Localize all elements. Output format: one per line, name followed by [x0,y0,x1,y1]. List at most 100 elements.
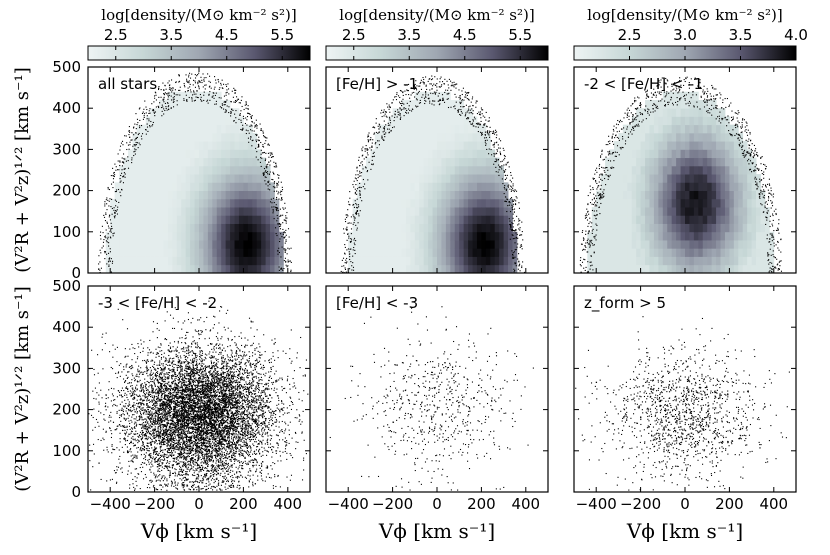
data-point [347,233,349,235]
data-point [630,105,632,107]
heat-cell [428,116,433,126]
data-point [443,83,445,85]
heat-cell [190,124,195,134]
data-point [152,124,154,126]
data-point [518,253,520,255]
heat-cell [490,207,496,216]
data-point [432,92,434,95]
heat-cell [397,223,402,233]
heat-cell [671,248,677,257]
data-point [660,79,662,81]
heat-cell [159,116,164,126]
data-point [257,144,259,146]
heat-cell [508,240,513,249]
data-point [176,100,178,102]
data-point [435,91,437,93]
heat-cell [472,215,478,224]
data-point [425,76,427,78]
data-point [389,106,391,108]
data-point [164,102,166,105]
data-point [348,203,350,206]
heat-cell [238,165,244,175]
heat-cell [127,248,133,257]
data-point [350,248,352,250]
heat-cell [352,248,358,257]
data-point [273,166,275,168]
data-point [186,78,188,80]
heat-cell [454,264,460,273]
heat-cell [680,190,686,200]
heat-cell [123,215,129,224]
data-point [439,99,442,102]
data-point [514,189,516,191]
heat-cell [397,116,402,126]
data-point [585,216,587,219]
data-point [505,201,507,203]
data-point [621,146,623,148]
heat-cell [658,149,664,159]
data-point [342,257,345,259]
data-point [475,100,477,102]
heat-cell [711,124,717,134]
heat-cell [392,132,398,142]
heat-cell [190,108,195,117]
heat-cell [667,223,673,233]
data-point [652,93,654,95]
heat-cell [370,215,376,224]
heat-cell [649,165,655,175]
data-point [484,141,486,143]
heat-cell [194,99,200,109]
data-point [265,137,267,139]
heat-cell [397,124,402,134]
heat-cell [203,108,209,117]
data-point [625,140,627,142]
data-point [112,178,115,180]
data-point [734,134,736,137]
data-point [281,199,283,201]
data-point [498,174,500,176]
data-point [129,131,131,133]
data-point [758,193,760,195]
data-point [350,241,352,243]
data-point [107,186,109,189]
data-point [396,116,398,118]
data-point [612,151,615,154]
data-point [510,174,512,176]
data-point [388,106,390,108]
heat-cell [450,124,456,134]
data-point [234,89,236,91]
data-point [403,108,405,110]
data-point [139,125,141,127]
data-point [406,89,408,91]
data-point [599,198,601,200]
heat-cell [618,141,624,150]
data-point [415,98,418,100]
heat-cell [485,264,491,273]
heat-cell [379,190,385,200]
data-point [114,211,116,213]
data-point [467,118,469,120]
data-point [751,171,753,173]
data-point [355,224,357,226]
data-point [352,204,354,206]
heat-cell [423,223,429,233]
data-point [97,268,100,270]
data-point [104,252,106,254]
heat-cell [481,231,487,241]
heat-cell [764,256,770,266]
heat-cell [154,231,160,241]
heat-cell [476,132,482,142]
heat-cell [265,165,271,175]
heat-cell [499,207,504,216]
heat-cell [622,149,628,159]
data-point [513,220,515,222]
data-point [593,178,595,180]
data-point [416,93,418,95]
data-point [464,115,466,117]
heat-cell [468,207,473,216]
data-point [218,81,220,83]
heat-cell [689,182,695,191]
heat-cell [605,174,610,183]
data-point [630,112,632,114]
data-point [273,190,275,192]
